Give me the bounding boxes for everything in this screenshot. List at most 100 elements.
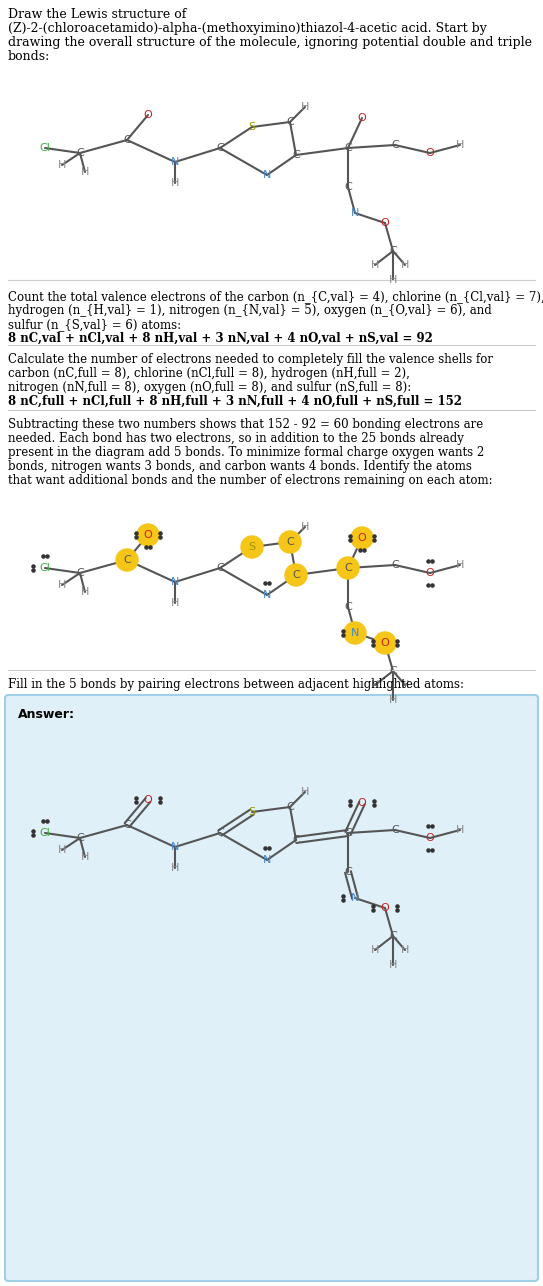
Text: N: N — [351, 628, 359, 638]
Text: H: H — [171, 863, 179, 873]
Text: C: C — [344, 602, 352, 612]
Text: bonds:: bonds: — [8, 50, 50, 63]
Text: Draw the Lewis structure of: Draw the Lewis structure of — [8, 8, 186, 21]
Text: C: C — [389, 931, 397, 941]
Text: H: H — [81, 167, 89, 177]
Text: H: H — [58, 159, 66, 170]
Text: nitrogen (nN,full = 8), oxygen (nO,full = 8), and sulfur (nS,full = 8):: nitrogen (nN,full = 8), oxygen (nO,full … — [8, 381, 411, 394]
Text: H: H — [456, 826, 464, 835]
Text: H: H — [389, 694, 397, 705]
Text: H: H — [301, 522, 309, 532]
Text: bonds, nitrogen wants 3 bonds, and carbon wants 4 bonds. Identify the atoms: bonds, nitrogen wants 3 bonds, and carbo… — [8, 460, 472, 473]
Text: Cl: Cl — [40, 563, 50, 574]
Text: Cl: Cl — [40, 143, 50, 153]
Text: H: H — [456, 559, 464, 570]
Circle shape — [279, 531, 301, 553]
Text: needed. Each bond has two electrons, so in addition to the 25 bonds already: needed. Each bond has two electrons, so … — [8, 432, 464, 445]
Text: C: C — [76, 833, 84, 844]
Text: H: H — [58, 580, 66, 590]
Text: O: O — [426, 148, 434, 158]
Text: N: N — [263, 590, 271, 601]
Text: O: O — [426, 568, 434, 577]
Text: C: C — [123, 135, 131, 145]
Text: H: H — [81, 853, 89, 862]
Text: present in the diagram add 5 bonds. To minimize formal charge oxygen wants 2: present in the diagram add 5 bonds. To m… — [8, 446, 484, 459]
Text: C: C — [344, 828, 352, 838]
Text: O: O — [381, 219, 389, 228]
Text: N: N — [351, 892, 359, 903]
Circle shape — [137, 523, 159, 547]
FancyBboxPatch shape — [5, 694, 538, 1281]
Text: Cl: Cl — [40, 828, 50, 838]
Text: O: O — [358, 113, 367, 123]
Text: N: N — [171, 842, 179, 853]
Text: O: O — [144, 795, 153, 805]
Text: C: C — [344, 143, 352, 153]
Text: S: S — [249, 541, 256, 552]
Text: H: H — [456, 140, 464, 150]
Text: C: C — [76, 148, 84, 158]
Text: H: H — [389, 275, 397, 285]
Text: H: H — [58, 845, 66, 855]
Text: sulfur (n_{S,val} = 6) atoms:: sulfur (n_{S,val} = 6) atoms: — [8, 318, 181, 331]
Text: C: C — [216, 563, 224, 574]
Text: C: C — [216, 143, 224, 153]
Text: C: C — [292, 570, 300, 580]
Text: C: C — [292, 835, 300, 845]
Text: 8 nC,val + nCl,val + 8 nH,val + 3 nN,val + 4 nO,val + nS,val = 92: 8 nC,val + nCl,val + 8 nH,val + 3 nN,val… — [8, 332, 433, 345]
Text: C: C — [216, 828, 224, 838]
Text: drawing the overall structure of the molecule, ignoring potential double and tri: drawing the overall structure of the mol… — [8, 36, 532, 49]
Text: C: C — [292, 150, 300, 159]
Text: Fill in the 5 bonds by pairing electrons between adjacent highlighted atoms:: Fill in the 5 bonds by pairing electrons… — [8, 678, 464, 691]
Text: H: H — [401, 945, 409, 955]
Text: H: H — [171, 598, 179, 608]
Text: Subtracting these two numbers shows that 152 - 92 = 60 bonding electrons are: Subtracting these two numbers shows that… — [8, 418, 483, 431]
Text: O: O — [426, 833, 434, 844]
Text: C: C — [286, 538, 294, 547]
Text: C: C — [391, 140, 399, 150]
Text: N: N — [171, 577, 179, 586]
Text: carbon (nC,full = 8), chlorine (nCl,full = 8), hydrogen (nH,full = 2),: carbon (nC,full = 8), chlorine (nCl,full… — [8, 367, 410, 379]
Text: N: N — [263, 170, 271, 180]
Text: C: C — [391, 826, 399, 835]
Circle shape — [241, 536, 263, 558]
Text: S: S — [249, 122, 256, 132]
Text: 8 nC,full + nCl,full + 8 nH,full + 3 nN,full + 4 nO,full + nS,full = 152: 8 nC,full + nCl,full + 8 nH,full + 3 nN,… — [8, 395, 462, 408]
Text: H: H — [301, 787, 309, 797]
Circle shape — [116, 549, 138, 571]
Circle shape — [285, 565, 307, 586]
Text: Count the total valence electrons of the carbon (n_{C,val} = 4), chlorine (n_{Cl: Count the total valence electrons of the… — [8, 291, 543, 303]
Text: H: H — [301, 102, 309, 112]
Text: Calculate the number of electrons needed to completely fill the valence shells f: Calculate the number of electrons needed… — [8, 352, 493, 367]
Text: (Z)-2-(chloroacetamido)-alpha-(methoxyimino)thiazol-4-acetic acid. Start by: (Z)-2-(chloroacetamido)-alpha-(methoxyim… — [8, 22, 487, 35]
Text: H: H — [401, 680, 409, 691]
Text: N: N — [351, 208, 359, 219]
Text: H: H — [389, 961, 397, 970]
Text: C: C — [344, 183, 352, 192]
Text: C: C — [123, 820, 131, 829]
Text: C: C — [391, 559, 399, 570]
Text: N: N — [171, 157, 179, 167]
Text: that want additional bonds and the number of electrons remaining on each atom:: that want additional bonds and the numbe… — [8, 475, 493, 487]
Text: hydrogen (n_{H,val} = 1), nitrogen (n_{N,val} = 5), oxygen (n_{O,val} = 6), and: hydrogen (n_{H,val} = 1), nitrogen (n_{N… — [8, 303, 492, 318]
Text: H: H — [371, 260, 379, 270]
Circle shape — [374, 631, 396, 655]
Text: O: O — [144, 530, 153, 540]
Circle shape — [351, 527, 373, 549]
Text: O: O — [358, 532, 367, 543]
Text: C: C — [123, 556, 131, 565]
Text: H: H — [401, 260, 409, 270]
Text: C: C — [344, 563, 352, 574]
Text: C: C — [389, 246, 397, 256]
Text: O: O — [144, 111, 153, 120]
Text: N: N — [263, 855, 271, 865]
Text: H: H — [371, 945, 379, 955]
Text: C: C — [344, 867, 352, 877]
Text: O: O — [381, 638, 389, 648]
Text: H: H — [371, 680, 379, 691]
Text: O: O — [381, 903, 389, 913]
Text: C: C — [286, 802, 294, 811]
Text: C: C — [76, 568, 84, 577]
Text: O: O — [358, 799, 367, 808]
Text: H: H — [171, 177, 179, 188]
